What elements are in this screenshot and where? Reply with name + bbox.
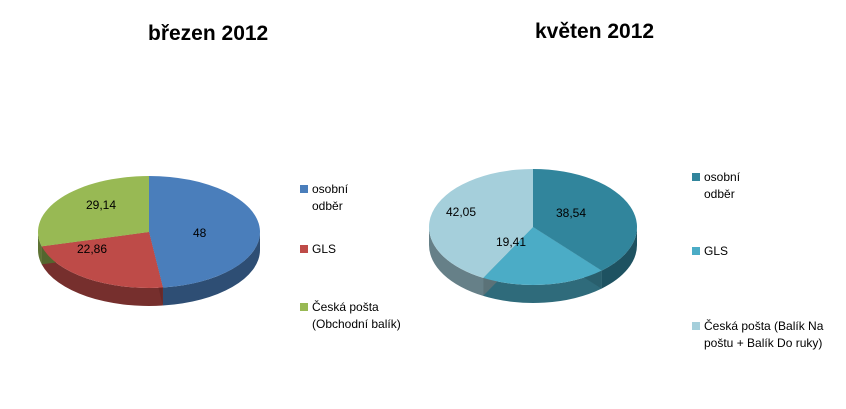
legend-label: Česká pošta (Obchodní balík) — [312, 300, 401, 331]
legend-swatch — [300, 185, 308, 193]
legend-label: GLS — [312, 242, 337, 256]
data-label-brezen-0: 48 — [193, 226, 207, 240]
pie-slice-1-0 — [533, 169, 637, 271]
legend-swatch — [300, 303, 308, 311]
data-label-kveten-2: 42,05 — [446, 205, 477, 219]
legend-item-brezen-0: osobní odběr — [300, 181, 348, 215]
pie-side-1-2 — [429, 227, 484, 296]
legend-label: Česká pošta (Balík Na poštu + Balík Do r… — [704, 319, 824, 350]
legend-label: osobní odběr — [312, 182, 349, 213]
chart-title-brezen: březen 2012 — [148, 22, 269, 45]
chart-title-kveten: květen 2012 — [535, 20, 655, 43]
data-label-brezen-1: 22,86 — [77, 242, 108, 256]
data-label-brezen-2: 29,14 — [86, 198, 117, 212]
legend-item-kveten-0: osobní odběr — [692, 169, 740, 203]
pie-slice-0-2 — [37, 176, 149, 247]
legend-label: osobní odběr — [704, 170, 741, 201]
pie-slice-1-1 — [483, 227, 602, 286]
legend-item-kveten-2: Česká pošta (Balík Na poštu + Balík Do r… — [692, 318, 826, 352]
pie-side-1-1 — [483, 270, 602, 303]
legend-item-brezen-2: Česká pošta (Obchodní balík) — [300, 299, 412, 333]
pie-side-1-0 — [601, 227, 637, 289]
pie-slice-0-1 — [41, 232, 163, 288]
legend-swatch — [692, 173, 700, 181]
legend-item-kveten-1: GLS — [692, 243, 728, 260]
pie-chart-brezen — [37, 176, 260, 306]
pie-slice-0-0 — [149, 176, 260, 288]
data-label-kveten-0: 38,54 — [556, 206, 587, 220]
pie-side-0-1 — [41, 246, 163, 306]
pie-side-0-0 — [162, 232, 260, 306]
pie-side-0-2 — [38, 232, 42, 265]
pie-slice-1-2 — [428, 169, 533, 278]
legend-swatch — [692, 322, 700, 330]
pie-chart-kveten — [428, 169, 637, 303]
data-label-kveten-1: 19,41 — [496, 235, 527, 249]
legend-item-brezen-1: GLS — [300, 241, 336, 258]
legend-swatch — [300, 245, 308, 253]
legend-swatch — [692, 247, 700, 255]
legend-label: GLS — [704, 244, 729, 258]
